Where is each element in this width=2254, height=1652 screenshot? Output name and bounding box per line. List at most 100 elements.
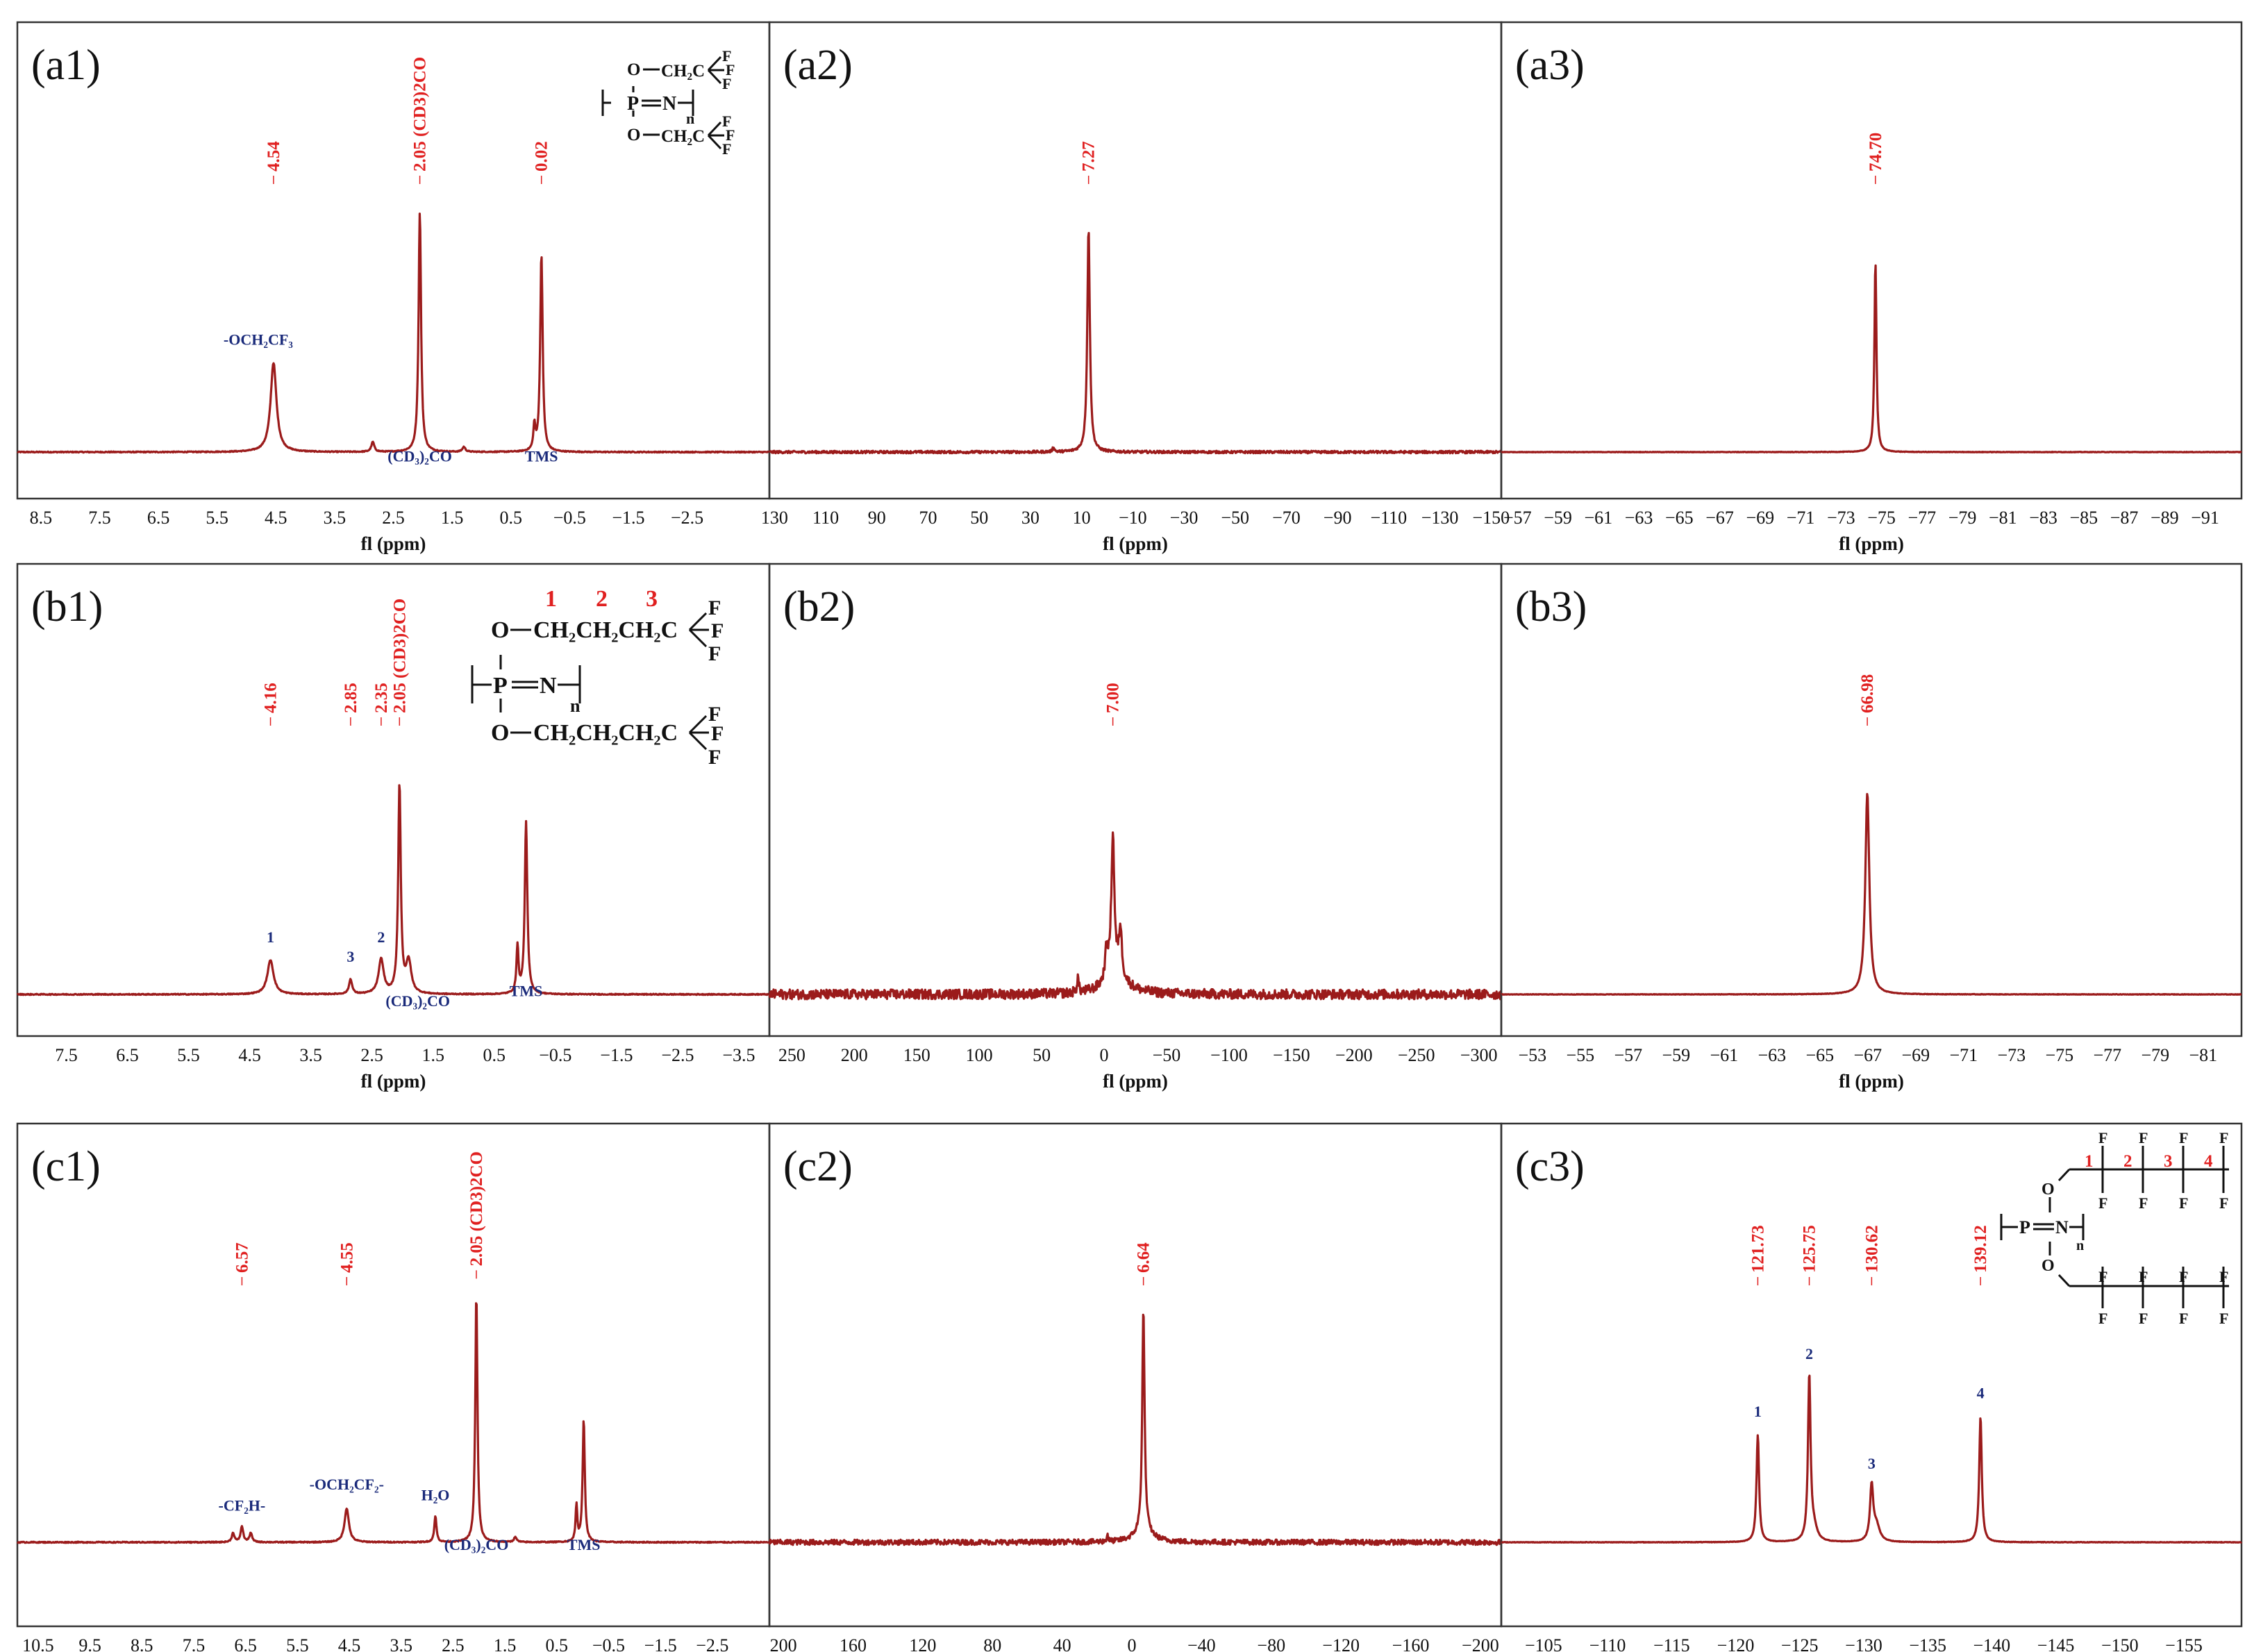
structure-a-p: P [627,93,639,115]
x-tick-label: 120 [909,1635,936,1652]
x-tick-label: −2.5 [696,1635,728,1652]
x-tick-label: 30 [1021,508,1040,528]
x-tick-label: −91 [2191,508,2219,528]
x-tick-label: −160 [1392,1635,1430,1652]
structure-a: P N n O CH₂C F F F O CH₂C F F F [601,47,735,158]
x-tick-label: −300 [1460,1045,1498,1065]
x-tick-label: −65 [1805,1045,1834,1065]
x-tick-label: 2.5 [442,1635,465,1652]
peak-label: 66.98 [1858,674,1877,713]
x-tick-label: −0.5 [539,1045,571,1065]
peak-label: 4.54 [265,141,283,172]
x-tick-label: 200 [841,1045,868,1065]
panel-label: (b1) [31,583,103,631]
x-tick-label: −150 [2101,1635,2139,1652]
structure-b-o-top: O [491,617,509,643]
x-tick-label: −65 [1665,508,1694,528]
x-tick-label: −2.5 [661,1045,694,1065]
structure-a-f6: F [722,140,731,158]
x-tick-label: −89 [2151,508,2179,528]
structure-b-f1: F [708,596,721,619]
x-tick-label: −57 [1503,508,1532,528]
x-tick-label: 3.5 [299,1045,322,1065]
x-tick-label: −69 [1746,508,1774,528]
peak-annotation: TMS [525,447,558,465]
panel-frame [16,21,771,500]
structure-b-num-1: 1 [545,586,557,612]
panel-label: (c2) [783,1143,853,1190]
panel-label: (a2) [783,42,853,89]
structure-a-o-top: O [627,60,640,79]
peak-annotation: TMS [567,1536,601,1553]
x-tick-label: 6.5 [147,508,170,528]
x-tick-label: 2.5 [360,1045,383,1065]
x-tick-label: −1.5 [600,1045,633,1065]
peak-annotation: (CD₃)₂CO [444,1536,509,1553]
x-tick-label: 7.5 [55,1045,78,1065]
structure-b-f5: F [711,722,724,745]
peak-annotation: -CF₂H- [219,1496,266,1514]
structure-c-o-top: O [2042,1180,2055,1199]
panel-b3: (b3)66.98−53 −55 −57 −59 −61 −63 −65 −67 −69 −71−… [1500,562,2243,1092]
x-tick-label: −79 [2141,1045,2169,1065]
x-tick-label: 6.5 [234,1635,257,1652]
structure-a-f5: F [726,126,735,144]
structure-c-f-bot-2: F [2139,1310,2148,1327]
structure-c-o-bottom: O [2042,1257,2055,1275]
x-tick-label: −120 [1717,1635,1755,1652]
structure-a-f1: F [722,47,731,65]
peak-label: 4.16 [262,683,281,713]
structure-b-f6: F [708,746,721,769]
x-tick-label: −73 [1997,1045,2026,1065]
x-tick-label: 10 [1073,508,1091,528]
structure-c-f-bot-1: F [2098,1310,2107,1327]
x-tick-label: −59 [1544,508,1572,528]
x-tick-label: −130 [1845,1635,1882,1652]
x-tick-label: −83 [2029,508,2057,528]
structure-c-f-mid-1: F [2098,1194,2107,1212]
structure-c-f-bot-3: F [2179,1310,2188,1327]
x-tick-label: −81 [2189,1045,2217,1065]
structure-b-num-3: 3 [646,586,658,612]
x-tick-label: 0 [1127,1635,1136,1652]
structure-b-f2: F [711,619,724,642]
x-tick-label: −110 [1370,508,1407,528]
panel-c3: (c3) 121.73 125.75 130.62 139.12 1 2 3 4 −105 −110… [1500,1122,2243,1652]
x-tick-label: −150 [1273,1045,1310,1065]
panel-b1: (b1) 4.16 2.85 2.35 2.05 (CD3)2CO 1 3 2 (CD₃)₂CO… [16,562,771,1092]
x-tick-label: 100 [966,1045,993,1065]
structure-a-o-bottom: O [627,126,640,144]
structure-c-num-2: 2 [2123,1152,2132,1171]
x-tick-label: −67 [1705,508,1734,528]
x-tick-label: −75 [2045,1045,2073,1065]
peak-annotation: H₂O [421,1486,450,1503]
x-tick-label: −100 [1210,1045,1248,1065]
x-tick-label: 130 [761,508,788,528]
x-tick-label: 9.5 [78,1635,101,1652]
panel-a1: (a1) 4.54 2.05 (CD3)2CO 0.02 -OCH₂CF₃ (CD₃)₂C… [16,21,771,554]
spectrum-line [1501,792,2242,996]
peak-annotation: 2 [377,928,385,946]
x-tick-label: −10 [1119,508,1147,528]
structure-a-f4: F [722,112,731,130]
x-axis-title: fl (ppm) [1839,1071,1904,1092]
x-tick-label: 0 [1100,1045,1109,1065]
x-tick-label: 3.5 [324,508,347,528]
structure-c-f-top-1: F [2098,1129,2107,1146]
x-tick-label: −79 [1948,508,1977,528]
x-tick-label: 0.5 [499,508,522,528]
peak-annotation: 3 [347,948,354,965]
structure-c-f-mid-4: F [2219,1194,2228,1212]
x-tick-label: −77 [2093,1045,2121,1065]
x-tick-label: −130 [1421,508,1459,528]
structure-c-num-4: 4 [2204,1152,2213,1171]
x-tick-label: −73 [1827,508,1855,528]
x-tick-label: 90 [868,508,886,528]
x-tick-label: −87 [2110,508,2139,528]
peak-annotation: (CD₃)₂CO [387,447,452,465]
x-tick-label: 40 [1053,1635,1071,1652]
x-tick-label: −250 [1398,1045,1435,1065]
x-tick-label: −67 [1853,1045,1882,1065]
structure-a-f2: F [726,61,735,78]
